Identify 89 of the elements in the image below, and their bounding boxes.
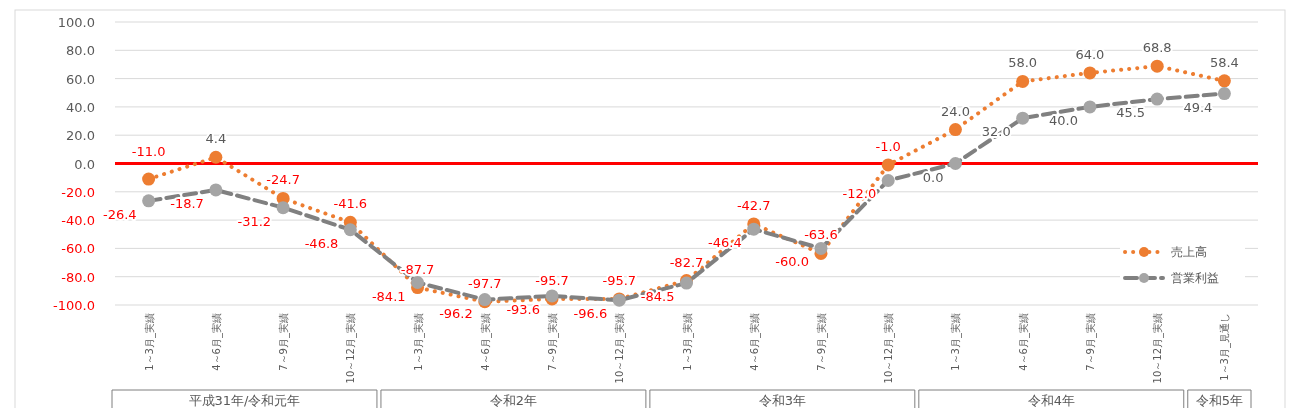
data-label: 58.0 bbox=[1008, 55, 1038, 71]
y-tick-label: 100.0 bbox=[57, 15, 95, 30]
data-label: 0.0 bbox=[922, 169, 944, 185]
legend-label: 売上高 bbox=[1171, 245, 1207, 259]
point bbox=[948, 157, 962, 170]
x-tick-label: 7～9月_実績 bbox=[815, 313, 828, 371]
point bbox=[881, 158, 895, 172]
x-tick-label: 4～6月_実績 bbox=[748, 313, 761, 371]
point bbox=[142, 194, 156, 208]
x-tick-label: 1～3月_実績 bbox=[950, 313, 963, 371]
point bbox=[411, 276, 425, 289]
data-label: -11.0 bbox=[131, 143, 166, 159]
x-tick-label: 4～6月_実績 bbox=[210, 313, 223, 371]
point bbox=[276, 201, 290, 215]
point bbox=[747, 222, 761, 236]
data-label: 40.0 bbox=[1048, 112, 1078, 128]
point bbox=[142, 172, 156, 186]
point bbox=[209, 150, 223, 164]
point bbox=[1150, 59, 1164, 73]
x-tick-label: 7～9月_実績 bbox=[1084, 313, 1097, 371]
data-label: -42.7 bbox=[736, 197, 771, 213]
text: 令和5年 bbox=[1195, 393, 1244, 408]
y-tick-label: -40.0 bbox=[61, 213, 95, 229]
data-label: -95.7 bbox=[535, 272, 569, 288]
data-label: -84.5 bbox=[640, 289, 675, 305]
text: 令和2年 bbox=[489, 393, 538, 408]
data-label: -96.2 bbox=[439, 305, 473, 321]
point bbox=[814, 241, 828, 255]
data-label: -84.1 bbox=[371, 288, 406, 304]
data-label: 49.4 bbox=[1183, 99, 1213, 115]
x-tick-label: 1～3月_実績 bbox=[412, 313, 425, 371]
y-tick-label: -100.0 bbox=[53, 298, 95, 313]
data-label: -60.0 bbox=[775, 254, 809, 270]
legend-label: 営業利益 bbox=[1171, 271, 1219, 285]
x-tick-label: 10～12月_実績 bbox=[1152, 313, 1165, 384]
x-tick-label: 10～12月_実績 bbox=[883, 313, 896, 384]
text: 令和3年 bbox=[758, 393, 806, 408]
x-tick-label: 10～12月_実績 bbox=[614, 313, 627, 384]
data-label: 4.4 bbox=[205, 131, 227, 147]
data-label: -95.7 bbox=[602, 272, 637, 288]
y-tick-label: 20.0 bbox=[66, 128, 95, 144]
point bbox=[1083, 100, 1097, 114]
data-label: -46.4 bbox=[708, 235, 742, 251]
point bbox=[1217, 74, 1231, 88]
y-tick-label: -60.0 bbox=[61, 241, 95, 257]
data-label: -97.7 bbox=[467, 275, 502, 291]
data-label: -31.2 bbox=[237, 213, 272, 229]
data-label: -87.7 bbox=[400, 261, 435, 277]
y-tick-label: 40.0 bbox=[66, 99, 95, 115]
data-label: -93.6 bbox=[506, 301, 541, 317]
point bbox=[1083, 66, 1097, 80]
x-tick-label: 4～6月_実績 bbox=[1017, 313, 1030, 371]
point bbox=[948, 123, 962, 137]
x-tick-label: 4～6月_実績 bbox=[479, 313, 492, 371]
data-label: -26.4 bbox=[102, 206, 137, 222]
point bbox=[1016, 111, 1030, 125]
x-tick-label: 7～9月_実績 bbox=[547, 313, 560, 371]
point bbox=[1150, 92, 1164, 106]
point bbox=[881, 173, 895, 187]
data-label: -46.8 bbox=[304, 235, 339, 251]
data-label: 24.0 bbox=[940, 103, 970, 119]
x-tick-label: 10～12月_実績 bbox=[345, 313, 358, 384]
y-tick-label: -80.0 bbox=[61, 269, 95, 285]
data-label: 68.8 bbox=[1142, 40, 1172, 56]
data-label: -24.7 bbox=[266, 172, 300, 188]
point bbox=[1217, 87, 1231, 101]
x-tick-label: 1～3月_見通し bbox=[1219, 313, 1232, 381]
text: 平成31年/令和元年 bbox=[188, 393, 301, 408]
point bbox=[343, 223, 357, 237]
data-label: 45.5 bbox=[1116, 105, 1146, 121]
y-tick-label: 80.0 bbox=[66, 43, 95, 59]
x-tick-label: 7～9月_実績 bbox=[278, 313, 291, 371]
y-tick-label: 60.0 bbox=[66, 71, 95, 87]
point bbox=[1016, 74, 1030, 88]
x-tick-label: 1～3月_実績 bbox=[143, 313, 156, 371]
text: 令和4年 bbox=[1027, 393, 1075, 408]
y-tick-label: 0.0 bbox=[74, 156, 95, 172]
data-label: 58.4 bbox=[1209, 54, 1239, 70]
data-label: -18.7 bbox=[170, 195, 204, 211]
data-label: -96.6 bbox=[573, 306, 608, 322]
data-label: -41.6 bbox=[333, 196, 368, 212]
data-label: -63.6 bbox=[804, 227, 838, 243]
x-tick-label: 1～3月_実績 bbox=[681, 313, 694, 371]
y-tick-label: -20.0 bbox=[61, 184, 95, 200]
data-label: 64.0 bbox=[1075, 46, 1105, 62]
data-label: -1.0 bbox=[875, 138, 901, 154]
data-label: -12.0 bbox=[842, 186, 877, 202]
data-label: -82.7 bbox=[669, 254, 704, 270]
point bbox=[209, 183, 223, 197]
